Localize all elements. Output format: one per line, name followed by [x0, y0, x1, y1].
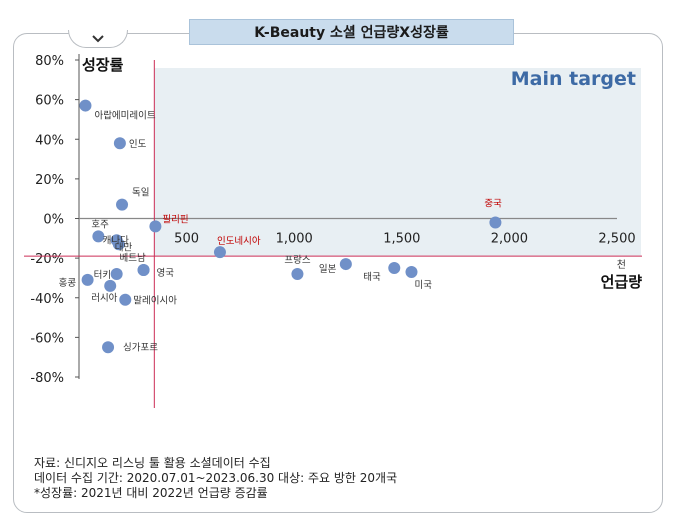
data-point: [112, 238, 125, 251]
y-tick-label: -40%: [30, 292, 64, 307]
y-tick-label: -20%: [30, 252, 64, 267]
x-axis-unit: 천: [617, 259, 626, 271]
point-label: 러시아: [91, 293, 117, 304]
data-point: [104, 279, 117, 292]
data-point: [113, 137, 126, 150]
main-target-label: Main target: [511, 68, 636, 90]
data-point: [388, 262, 401, 275]
data-point: [137, 264, 150, 277]
point-label: 독일: [132, 188, 149, 199]
data-point: [339, 258, 352, 271]
x-axis-title: 언급량: [601, 273, 643, 291]
point-label: 베트남: [120, 253, 146, 264]
data-point: [213, 246, 226, 259]
main-target-region: [154, 68, 641, 257]
y-tick-label: 40%: [35, 133, 64, 148]
note-source: 자료: 신디지오 리스닝 툴 활용 소셜데이터 수집: [34, 456, 271, 470]
y-tick-label: -60%: [30, 331, 64, 346]
point-label: 터키: [94, 270, 111, 281]
data-point: [79, 99, 92, 112]
point-label: 인도네시아: [217, 236, 261, 247]
point-label: 대만: [115, 242, 133, 253]
note-period: 데이터 수집 기간: 2020.07.01~2023.06.30 대상: 주요 …: [34, 471, 398, 485]
data-point: [119, 293, 132, 306]
chevron-down-icon: [92, 34, 104, 42]
data-point: [291, 267, 304, 280]
note-definition: *성장률: 2021년 대비 2022년 언급량 증감률: [34, 486, 268, 500]
point-label: 인도: [129, 139, 147, 150]
data-point: [81, 273, 94, 286]
data-point: [405, 265, 418, 278]
chart-title-text: K-Beauty 소셜 언급량X성장률: [254, 25, 449, 41]
point-label: 싱가포르: [123, 342, 158, 353]
point-label: 호주: [91, 219, 109, 230]
data-point: [116, 198, 129, 211]
data-point: [149, 220, 162, 233]
y-tick-label: 20%: [35, 173, 64, 188]
y-tick-label: 0%: [43, 213, 64, 228]
data-point: [92, 230, 105, 243]
point-label: 일본: [319, 264, 337, 275]
point-label: 영국: [157, 268, 175, 279]
x-tick-label: 2,500: [598, 232, 635, 247]
point-label: 말레이시아: [133, 295, 177, 307]
source-notes: 자료: 신디지오 리스닝 툴 활용 소셜데이터 수집 데이터 수집 기간: 20…: [34, 456, 397, 501]
y-tick-label: 80%: [35, 54, 64, 69]
chart-title: K-Beauty 소셜 언급량X성장률: [189, 19, 514, 45]
x-tick-label: 2,000: [491, 232, 528, 247]
data-point: [110, 267, 123, 280]
point-label: 필리핀: [162, 213, 188, 225]
point-label: 태국: [363, 272, 381, 283]
y-tick-label: 60%: [35, 94, 64, 109]
data-point: [102, 341, 115, 354]
data-point: [489, 216, 502, 229]
point-label: 미국: [414, 280, 432, 291]
y-tick-label: -80%: [30, 371, 64, 386]
point-label: 중국: [484, 198, 502, 209]
point-label: 아랍에미레이트: [94, 110, 155, 122]
x-tick-label: 1,000: [276, 232, 313, 247]
x-tick-label: 1,500: [383, 232, 420, 247]
point-label: 캐나다: [103, 235, 129, 246]
x-tick-label: 500: [174, 232, 199, 247]
point-label: 프랑스: [284, 254, 310, 266]
y-axis-title: 성장률: [82, 56, 124, 74]
point-label: 홍콩: [59, 277, 77, 289]
